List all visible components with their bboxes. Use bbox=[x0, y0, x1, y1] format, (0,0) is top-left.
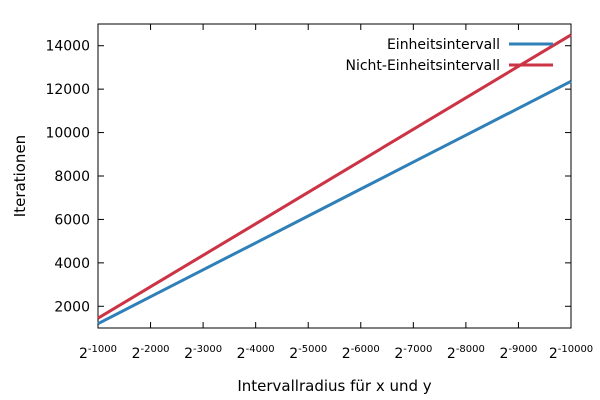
y-tick-label: 12000 bbox=[45, 82, 90, 98]
x-tick-label: 2-6000 bbox=[342, 344, 380, 362]
x-tick-label: 2-5000 bbox=[289, 344, 327, 362]
x-tick-label: 2-3000 bbox=[184, 344, 222, 362]
series-lines bbox=[97, 33, 572, 326]
y-tick-label: 4000 bbox=[54, 256, 90, 272]
y-tick-label: 8000 bbox=[54, 169, 90, 185]
x-tick-label: 2-9000 bbox=[499, 344, 537, 362]
legend-label: Nicht-Einheitsintervall bbox=[345, 58, 500, 74]
y-tick-label: 10000 bbox=[45, 126, 90, 142]
series-line bbox=[97, 79, 572, 326]
x-axis-title: Intervallradius für x und y bbox=[237, 377, 431, 395]
legend-label: Einheitsintervall bbox=[387, 37, 500, 53]
y-axis-ticks: 2000 4000 6000 8000 10000 12000 14000 bbox=[45, 39, 571, 315]
legend: Einheitsintervall Nicht-Einheitsintervall bbox=[345, 37, 553, 74]
x-tick-label: 2-10000 bbox=[549, 344, 593, 362]
y-tick-label: 6000 bbox=[54, 212, 90, 228]
x-tick-label: 2-2000 bbox=[132, 344, 170, 362]
series-line bbox=[97, 33, 572, 320]
x-axis-ticks: 2-1000 2-2000 2-3000 2-4000 2-5000 2-6000 2-70… bbox=[79, 24, 593, 362]
x-tick-label: 2-8000 bbox=[447, 344, 485, 362]
y-axis-title: Iterationen bbox=[11, 135, 29, 217]
x-tick-label: 2-7000 bbox=[394, 344, 432, 362]
y-tick-label: 14000 bbox=[45, 39, 90, 55]
x-tick-label: 2-4000 bbox=[237, 344, 275, 362]
x-tick-label: 2-1000 bbox=[79, 344, 117, 362]
y-tick-label: 2000 bbox=[54, 299, 90, 315]
